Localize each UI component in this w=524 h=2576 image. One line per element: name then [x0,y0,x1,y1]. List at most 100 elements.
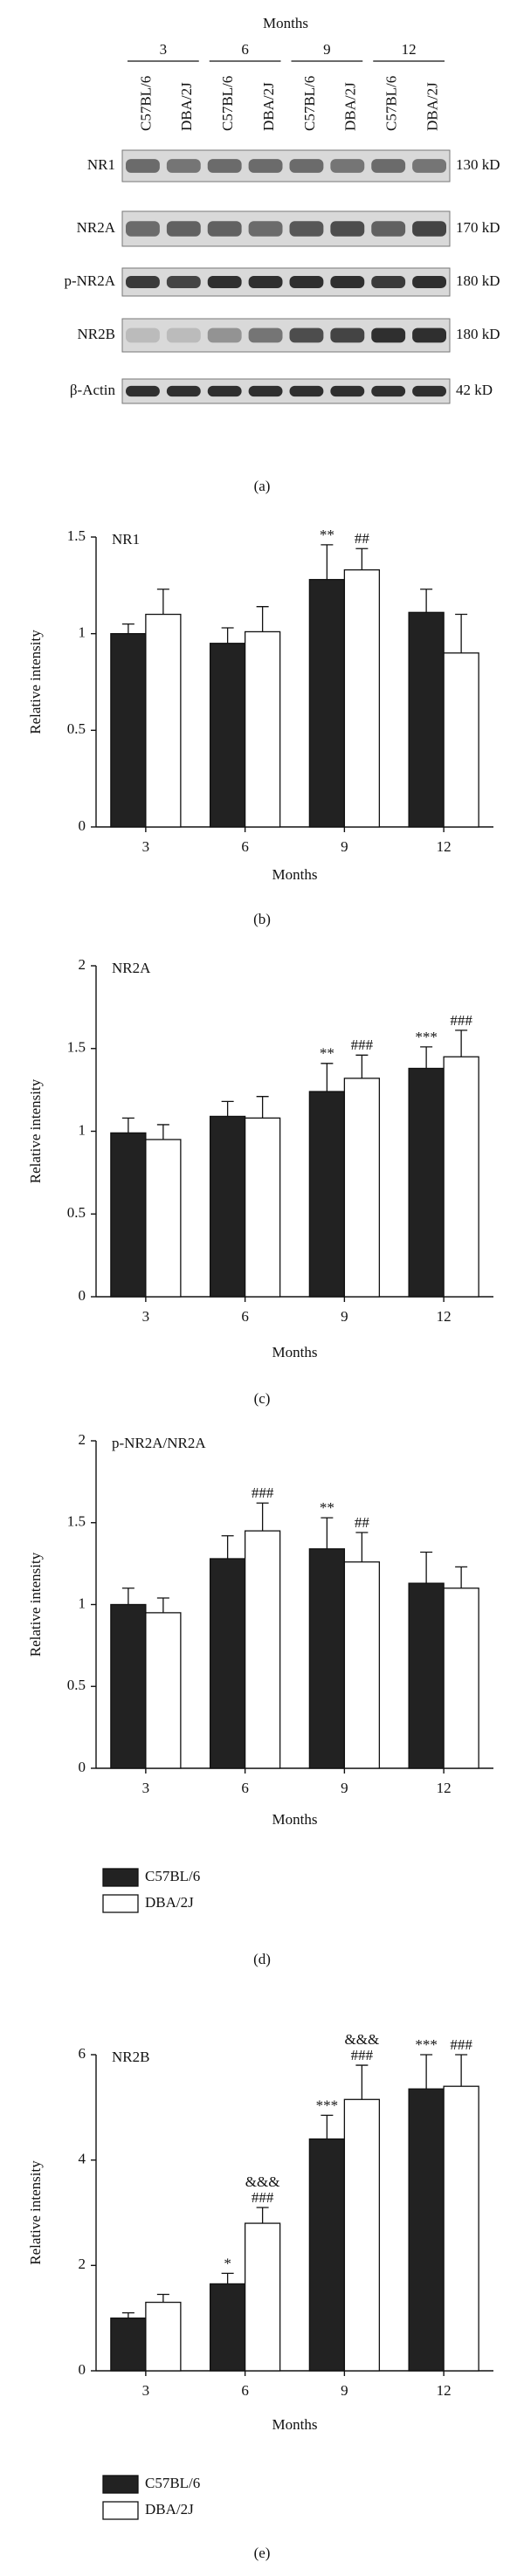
error-bar [455,1030,468,1057]
bar [343,1561,381,1769]
x-tick-label: 6 [241,838,249,855]
significance: ** [320,1499,334,1516]
significance: *** [316,2097,339,2113]
legend-swatch [102,2475,139,2494]
y-tick-label: 0 [79,1759,86,1775]
x-tick-label: 6 [241,1308,249,1325]
blot-band [207,275,242,289]
legend-swatch [102,1868,139,1887]
error-bar [221,1535,234,1559]
y-tick-label: 0.5 [67,720,86,737]
bar [145,1139,182,1298]
y-tick-label: 4 [79,2151,86,2167]
error-bar [321,1517,334,1549]
error-bar [256,2207,269,2224]
bar [209,1115,246,1298]
row-size: 130 kD [456,156,500,173]
bar [443,652,479,828]
x-tick-label: 12 [437,1780,452,1796]
bar [308,1091,346,1298]
row-size: 42 kD [456,382,493,398]
legend-label: DBA/2J [145,2501,194,2517]
blot-band [126,159,160,173]
bar [308,1548,346,1769]
y-tick-label: 0.5 [67,1677,86,1693]
error-bar [256,1096,269,1119]
blot-band [166,275,201,289]
bar [343,568,381,828]
significance: ** [320,1045,334,1062]
error-bar [455,2054,468,2087]
y-tick-label: 1.5 [67,527,86,544]
error-bar [420,1046,433,1069]
y-axis-label: Relative intensity [27,1552,44,1656]
lane-label: DBA/2J [342,82,359,131]
caption: (d) [253,1951,271,1967]
legend-label: DBA/2J [145,1894,194,1911]
error-bar [121,623,134,634]
blot-band [207,327,242,343]
blot-band [289,221,324,237]
blot-band [330,385,365,397]
x-axis-label: Months [272,1811,318,1828]
bar [110,1132,147,1298]
blot-band [371,221,406,237]
y-tick-label: 1 [79,1595,86,1611]
error-bar [420,589,433,613]
significance: ### [450,2036,472,2053]
blot-band [126,221,160,237]
blot-band [248,159,283,173]
bar [110,633,147,828]
error-bar [156,1124,169,1140]
blot-band [248,385,283,397]
y-tick-label: 0 [79,817,86,834]
error-bar [355,2064,369,2100]
bar [145,1612,182,1769]
error-bar [355,548,369,570]
blot-band [207,159,242,173]
blot-band [207,221,242,237]
bar [110,1603,147,1769]
x-tick-label: 9 [341,1308,348,1325]
error-bar [256,606,269,632]
group-label: 6 [241,41,249,58]
error-bar [455,613,468,653]
blot-band [371,327,406,343]
row-label: NR1 [87,156,115,173]
x-tick-label: 9 [341,838,348,855]
error-bar [221,1100,234,1117]
blot-band [412,385,446,397]
lane-label: C57BL/6 [383,76,400,131]
y-tick-label: 6 [79,2045,86,2062]
lane-label: DBA/2J [260,82,277,131]
y-tick-label: 0.5 [67,1204,86,1221]
significance: ### [450,1012,472,1029]
error-bar [121,2311,134,2318]
bar [244,630,281,828]
legend-label: C57BL/6 [145,2475,200,2491]
error-bar [455,1566,468,1588]
bar [209,643,246,828]
error-bar [156,1597,169,1613]
blot-band [330,275,365,289]
chart-title: p-NR2A/NR2A [112,1435,206,1451]
y-tick-label: 1 [79,624,86,641]
significance: &&& [245,2173,280,2190]
blot-band [412,221,446,237]
blot-band [330,221,365,237]
blot-band [126,385,160,397]
blot-band [289,159,324,173]
y-axis-label: Relative intensity [27,1078,44,1183]
bar [244,2222,281,2372]
bar [443,1056,479,1298]
blot-band [412,275,446,289]
caption: (e) [254,2545,271,2561]
significance: ### [252,1484,274,1501]
x-tick-label: 6 [241,1780,249,1796]
error-bar [321,544,334,580]
blot-band [248,275,283,289]
x-tick-label: 3 [142,1308,150,1325]
y-tick-label: 2 [79,956,86,973]
error-bar [221,627,234,644]
bar [308,579,346,828]
